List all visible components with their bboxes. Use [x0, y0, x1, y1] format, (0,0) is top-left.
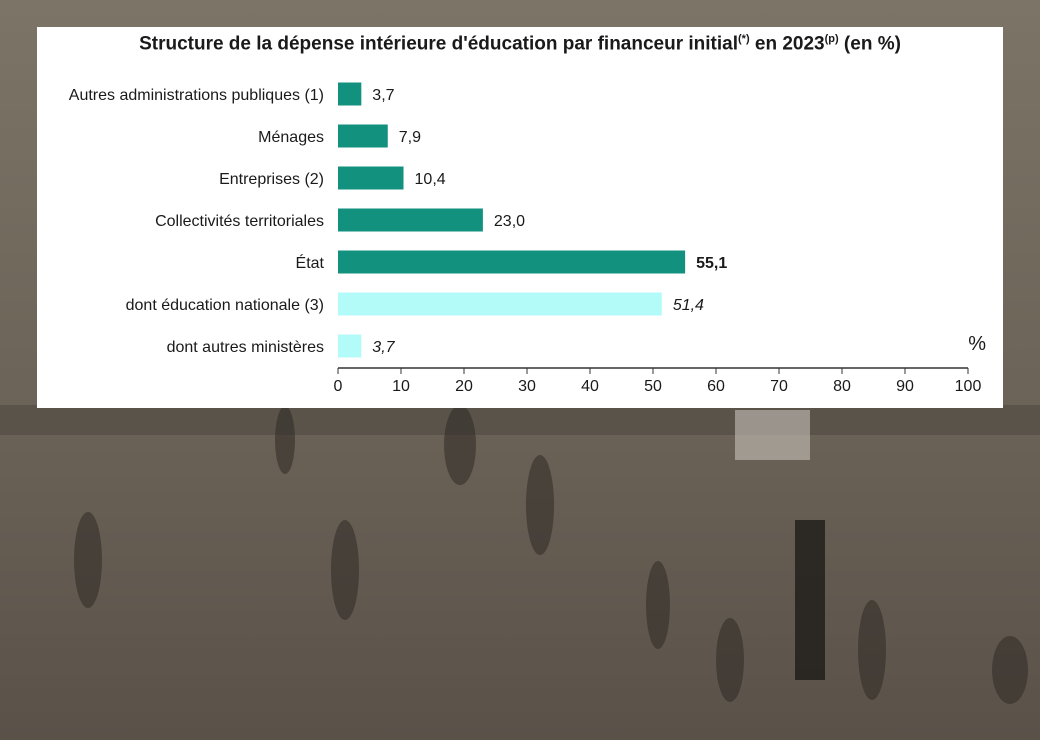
bar	[338, 334, 362, 358]
bar	[338, 82, 362, 106]
x-tick-label: 0	[334, 378, 343, 395]
data-label: 23,0	[494, 213, 525, 230]
x-tick-label: 20	[455, 378, 473, 395]
title-provisional-mark: (p)	[824, 33, 839, 45]
title-text: Structure de la dépense intérieure d'édu…	[139, 33, 738, 55]
category-label: État	[296, 253, 325, 272]
category-label: dont autres ministères	[167, 339, 324, 356]
x-tick-label: 60	[707, 378, 725, 395]
bar	[338, 250, 686, 274]
bar	[338, 124, 388, 148]
title-unit: (en %)	[838, 33, 901, 55]
x-tick-label: 100	[955, 378, 982, 395]
data-label: 51,4	[673, 297, 704, 314]
bar-chart: Autres administrations publiques (1) 3,7 M…	[69, 82, 986, 395]
bar	[338, 166, 404, 190]
x-tick-label: 70	[770, 378, 788, 395]
chart-title: Structure de la dépense intérieure d'édu…	[37, 33, 1003, 55]
x-tick-label: 40	[581, 378, 599, 395]
data-label: 3,7	[372, 87, 394, 104]
title-footnote-mark: (*)	[738, 33, 750, 45]
x-tick-label: 10	[392, 378, 410, 395]
data-label: 55,1	[696, 255, 727, 272]
data-label: 7,9	[399, 129, 421, 146]
unit-label: %	[968, 333, 986, 355]
bar	[338, 292, 662, 316]
title-year: en 2023	[749, 33, 825, 55]
x-tick-label: 80	[833, 378, 851, 395]
data-label: 3,7	[372, 339, 395, 356]
category-label: dont éducation nationale (3)	[126, 297, 324, 314]
bar	[338, 208, 483, 232]
x-tick-label: 90	[896, 378, 914, 395]
category-label: Autres administrations publiques (1)	[69, 87, 324, 104]
category-label: Collectivités territoriales	[155, 213, 324, 230]
x-tick-label: 50	[644, 378, 662, 395]
category-label: Ménages	[258, 129, 324, 146]
chart-panel: Structure de la dépense intérieure d'édu…	[37, 27, 1003, 408]
data-label: 10,4	[415, 171, 446, 188]
category-label: Entreprises (2)	[219, 171, 324, 188]
x-tick-label: 30	[518, 378, 536, 395]
